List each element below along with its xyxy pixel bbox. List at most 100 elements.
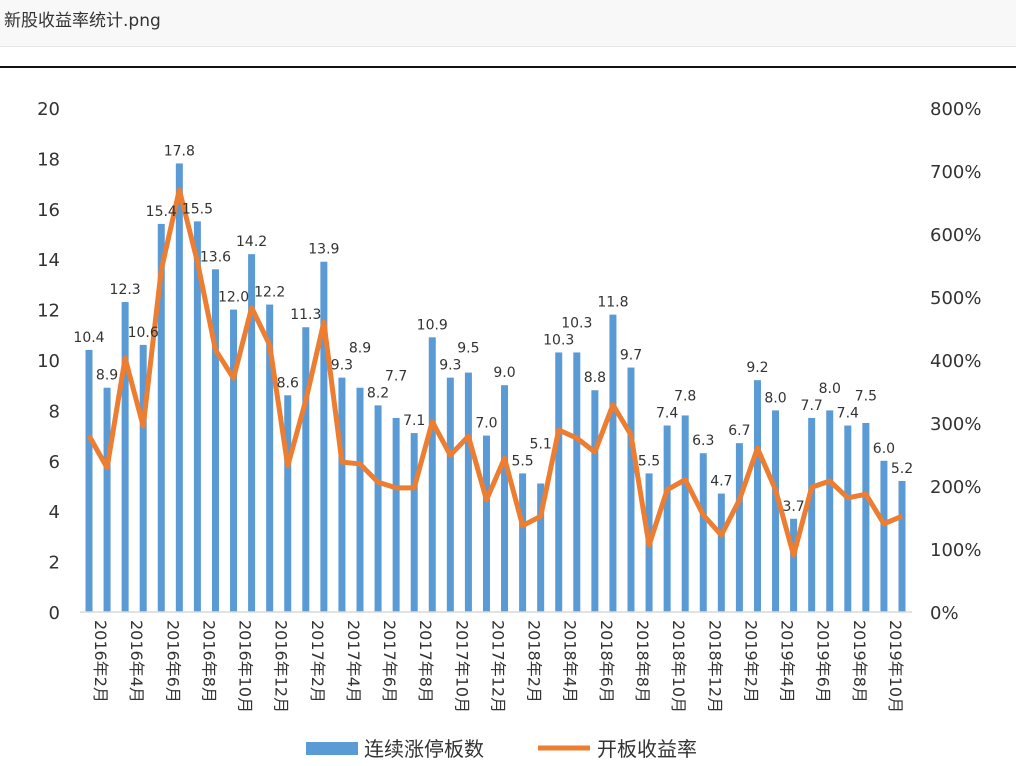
- file-name: 新股收益率统计.png: [4, 11, 161, 31]
- bar: [844, 425, 852, 612]
- bar: [898, 480, 906, 612]
- bar-series: [85, 163, 906, 613]
- data-label: 9.7: [620, 348, 642, 364]
- bar: [157, 223, 165, 613]
- left-tick-label: 0: [49, 603, 60, 624]
- bar: [735, 443, 743, 612]
- bar: [519, 473, 527, 612]
- bar: [230, 309, 238, 612]
- bar: [85, 349, 93, 612]
- x-tick-label: 2019年8月: [850, 620, 869, 703]
- data-label: 10.3: [543, 332, 574, 348]
- bar: [410, 433, 418, 612]
- x-tick-label: 2019年6月: [814, 620, 833, 703]
- bar: [103, 387, 111, 612]
- data-label: 6.3: [692, 433, 714, 449]
- data-label: 7.8: [674, 389, 696, 405]
- left-axis-ticks: 0 2 4 6 8 10 12 14 16 18 20: [37, 99, 60, 624]
- data-label: 7.7: [801, 398, 823, 414]
- bar: [266, 304, 274, 612]
- bar: [537, 483, 545, 612]
- x-tick-label: 2017年6月: [380, 620, 399, 703]
- bar: [772, 410, 780, 612]
- right-tick-label: 100%: [930, 540, 981, 561]
- bar: [121, 302, 129, 612]
- divider: [0, 66, 1016, 68]
- right-tick-label: 700%: [930, 162, 981, 183]
- data-label: 3.7: [782, 499, 804, 515]
- data-label: 7.4: [837, 406, 859, 422]
- left-tick-label: 12: [37, 301, 60, 322]
- left-tick-label: 16: [37, 200, 60, 221]
- x-tick-label: 2017年4月: [344, 620, 363, 703]
- legend-swatch-bar: [306, 742, 358, 755]
- x-tick-label: 2017年2月: [308, 620, 327, 703]
- line-series: [86, 187, 903, 558]
- data-label: 10.9: [417, 317, 448, 333]
- bar: [464, 372, 472, 612]
- data-label: 4.7: [710, 474, 732, 490]
- bar: [790, 518, 798, 612]
- right-tick-label: 0%: [930, 603, 959, 624]
- bar: [193, 221, 201, 612]
- left-tick-label: 6: [49, 452, 60, 473]
- bar: [717, 493, 725, 612]
- x-tick-label: 2016年12月: [272, 620, 291, 713]
- bar: [428, 337, 436, 612]
- bar: [392, 417, 400, 612]
- data-labels: 10.4 8.9 12.3 10.6 15.4 17.8 15.5 13.6 12.0 14.2 1…: [73, 143, 913, 514]
- data-label: 7.1: [403, 413, 425, 429]
- viewer-title-bar: 新股收益率统计.png: [0, 0, 1016, 47]
- left-tick-label: 20: [37, 99, 60, 120]
- bar: [808, 417, 816, 612]
- bar: [753, 380, 761, 612]
- data-label: 8.0: [819, 381, 841, 397]
- left-tick-label: 10: [37, 351, 60, 372]
- data-label: 5.1: [530, 436, 552, 452]
- right-tick-label: 800%: [930, 99, 981, 120]
- data-label: 17.8: [164, 143, 195, 159]
- data-label: 8.9: [96, 368, 118, 384]
- data-label: 11.8: [597, 295, 628, 311]
- x-tick-label: 2016年6月: [163, 620, 182, 703]
- bar: [248, 254, 256, 612]
- x-tick-label: 2019年2月: [741, 620, 760, 703]
- data-label: 5.5: [511, 453, 533, 469]
- legend-label-bar: 连续涨停板数: [364, 737, 484, 761]
- data-label: 8.8: [584, 370, 606, 386]
- bar: [609, 314, 617, 612]
- x-tick-label: 2018年8月: [633, 620, 652, 703]
- data-label: 9.3: [331, 358, 353, 374]
- data-label: 9.2: [746, 360, 768, 376]
- bar: [284, 395, 292, 612]
- bar: [211, 269, 219, 612]
- left-tick-label: 2: [49, 553, 60, 574]
- x-axis-ticks: 2016年2月 2016年4月 2016年6月 2016年8月 2016年10月 2016…: [91, 620, 905, 713]
- bar: [591, 390, 599, 612]
- left-tick-label: 14: [37, 250, 60, 271]
- x-tick-label: 2016年4月: [127, 620, 146, 703]
- data-label: 10.3: [561, 315, 592, 331]
- bar: [356, 387, 364, 612]
- x-tick-label: 2016年10月: [236, 620, 255, 713]
- x-tick-label: 2017年12月: [488, 620, 507, 713]
- data-label: 11.3: [290, 307, 321, 323]
- bar: [374, 405, 382, 612]
- data-label: 9.0: [493, 365, 515, 381]
- bar: [175, 163, 183, 612]
- x-tick-label: 2018年6月: [597, 620, 616, 703]
- bar: [826, 410, 834, 612]
- data-label: 7.0: [475, 416, 497, 432]
- bar: [501, 385, 509, 612]
- bar: [681, 415, 689, 612]
- bar: [663, 425, 671, 612]
- left-tick-label: 8: [49, 401, 60, 422]
- data-label: 12.0: [218, 290, 249, 306]
- x-tick-label: 2018年4月: [561, 620, 580, 703]
- data-label: 13.6: [200, 249, 231, 265]
- data-label: 14.2: [236, 234, 267, 250]
- left-tick-label: 18: [37, 149, 60, 170]
- bar: [862, 423, 870, 612]
- x-tick-label: 2017年8月: [416, 620, 435, 703]
